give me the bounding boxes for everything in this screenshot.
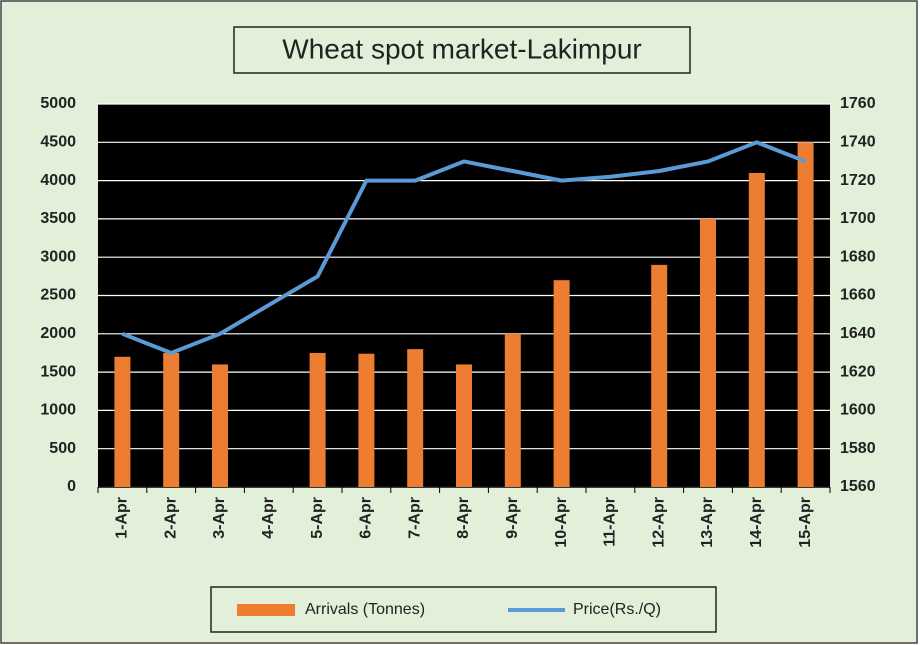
y-tick-label: 4500 xyxy=(40,134,76,151)
y-tick-label: 1000 xyxy=(40,402,76,419)
y-tick-label: 500 xyxy=(49,440,76,457)
x-tick-label: 13-Apr xyxy=(699,497,716,548)
x-tick-label: 12-Apr xyxy=(650,497,667,548)
y-tick-label: 2000 xyxy=(40,325,76,342)
chart-title: Wheat spot market-Lakimpur xyxy=(282,33,641,64)
y2-tick-label: 1580 xyxy=(840,440,876,457)
x-tick-label: 5-Apr xyxy=(309,497,326,539)
bar xyxy=(163,352,180,487)
legend-box xyxy=(210,586,717,633)
bar xyxy=(748,172,765,487)
y2-tick-label: 1620 xyxy=(840,363,876,380)
x-tick-label: 4-Apr xyxy=(260,497,277,539)
x-tick-label: 6-Apr xyxy=(358,497,375,539)
x-tick-label: 14-Apr xyxy=(748,497,765,548)
legend-swatch xyxy=(237,604,295,616)
y2-tick-label: 1560 xyxy=(840,478,876,495)
y-tick-label: 1500 xyxy=(40,363,76,380)
bar xyxy=(651,264,668,487)
x-tick-label: 7-Apr xyxy=(406,497,423,539)
bar xyxy=(114,356,131,487)
x-tick-label: 2-Apr xyxy=(162,497,179,539)
bar xyxy=(553,280,570,487)
x-tick-label: 9-Apr xyxy=(504,497,521,539)
x-tick-label: 3-Apr xyxy=(211,497,228,539)
x-tick-label: 1-Apr xyxy=(114,497,131,539)
price-line xyxy=(121,140,807,355)
y2-tick-label: 1660 xyxy=(840,287,876,304)
y-tick-label: 3000 xyxy=(40,248,76,265)
y2-tick-label: 1700 xyxy=(840,210,876,227)
y2-tick-label: 1680 xyxy=(840,248,876,265)
bar xyxy=(358,353,375,487)
bar xyxy=(797,142,814,488)
x-tick-label: 8-Apr xyxy=(455,497,472,539)
y2-tick-label: 1760 xyxy=(840,95,876,112)
bar xyxy=(212,364,228,487)
bar xyxy=(309,352,326,487)
y-tick-label: 4000 xyxy=(40,172,76,189)
y2-tick-label: 1720 xyxy=(840,172,876,189)
y2-tick-label: 1740 xyxy=(840,134,876,151)
y-tick-label: 3500 xyxy=(40,210,76,227)
legend-label: Price(Rs./Q) xyxy=(573,601,661,618)
title-box xyxy=(233,26,691,74)
legend-label: Arrivals (Tonnes) xyxy=(305,601,425,618)
bar xyxy=(700,218,716,487)
y2-tick-label: 1600 xyxy=(840,402,876,419)
y-tick-label: 2500 xyxy=(40,287,76,304)
bar xyxy=(504,333,521,487)
y-tick-label: 5000 xyxy=(40,95,76,112)
x-tick-label: 15-Apr xyxy=(797,497,814,548)
x-tick-label: 11-Apr xyxy=(602,497,619,547)
bar xyxy=(407,349,424,487)
bar xyxy=(456,364,472,487)
y2-tick-label: 1640 xyxy=(840,325,876,342)
x-tick-label: 10-Apr xyxy=(553,497,570,548)
y-tick-label: 0 xyxy=(67,478,76,495)
